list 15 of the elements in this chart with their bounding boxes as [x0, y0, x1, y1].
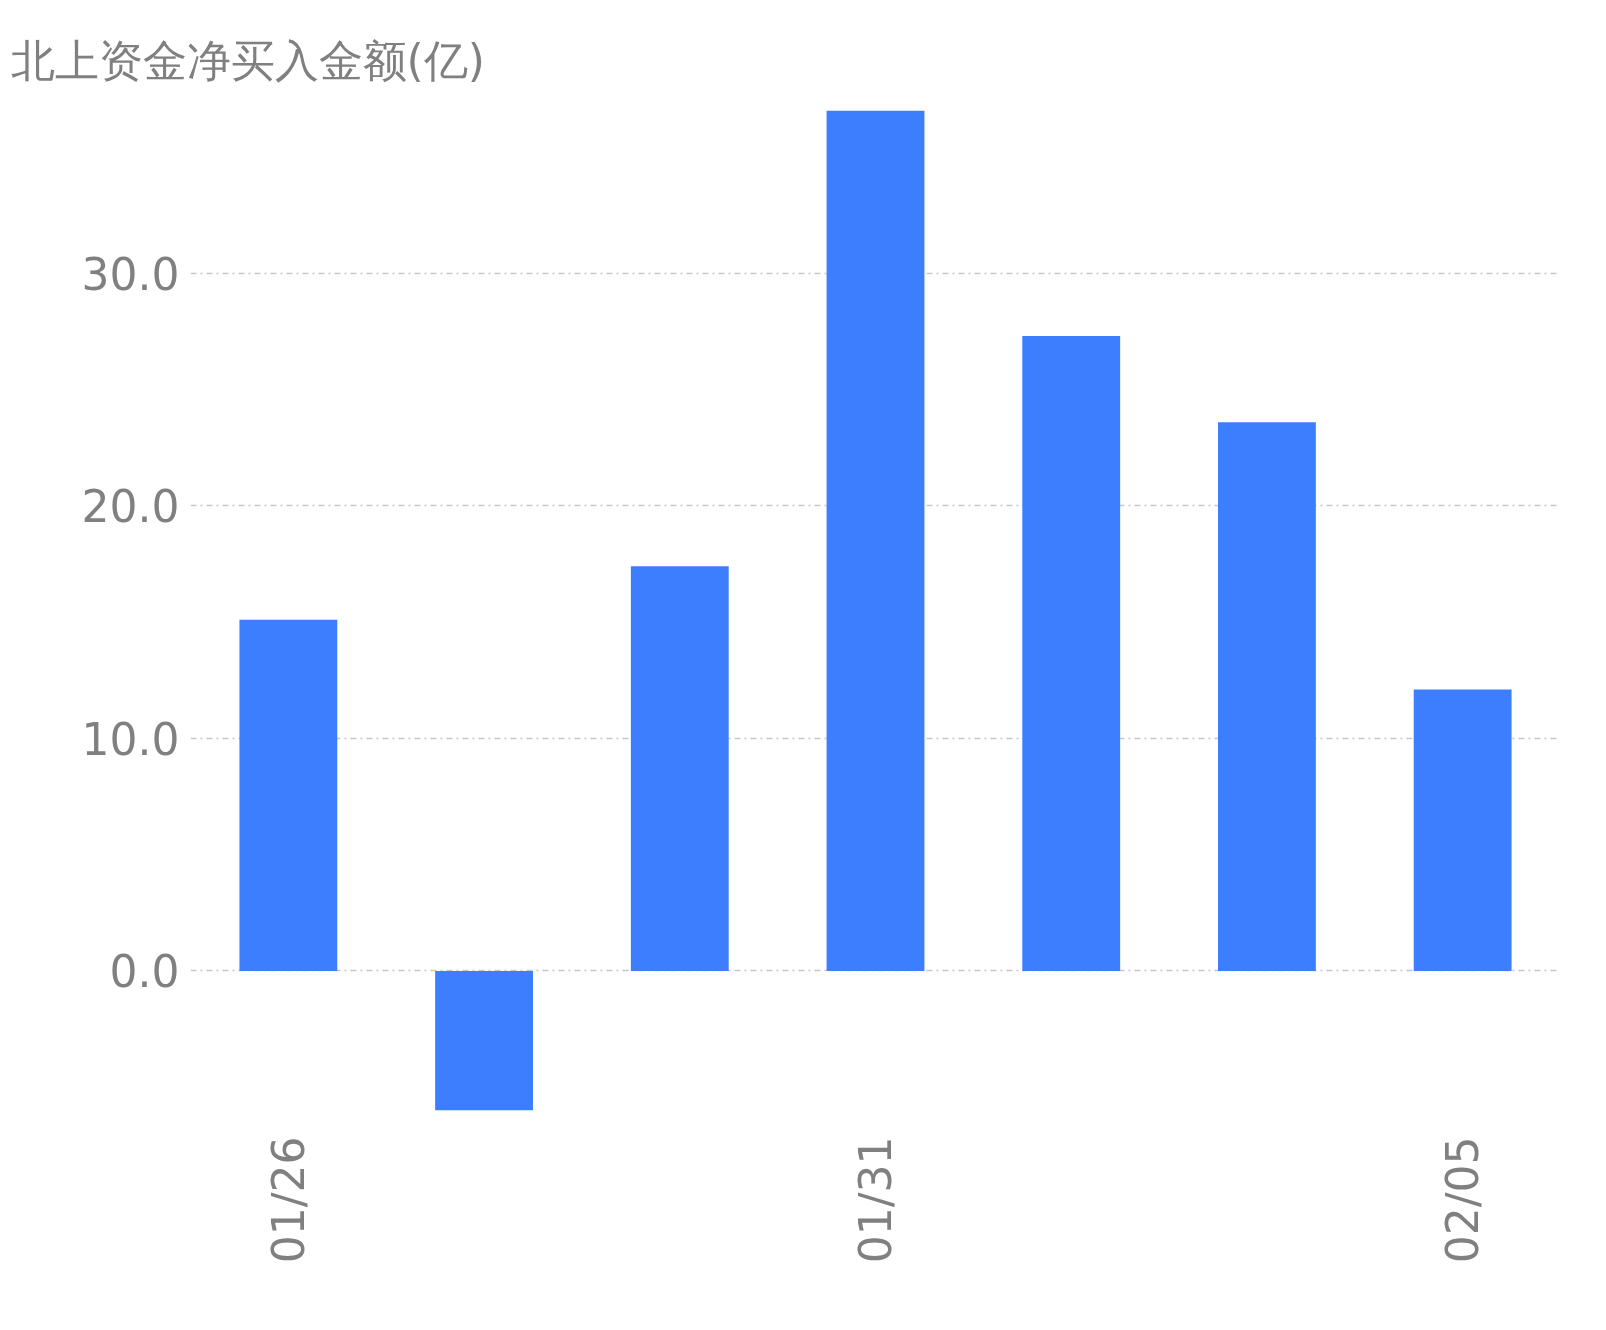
chart-title: 北上资金净买入金额(亿)	[10, 34, 485, 86]
bar	[630, 566, 729, 971]
bar	[435, 970, 533, 1111]
bar	[1022, 336, 1121, 971]
bar	[1413, 689, 1512, 971]
x-tick-label: 01/31	[850, 1136, 901, 1264]
bar	[826, 110, 925, 971]
bar	[1218, 422, 1316, 971]
bar	[239, 619, 338, 971]
y-tick-label: 20.0	[81, 481, 180, 533]
x-tick-label: 01/26	[262, 1136, 314, 1264]
y-tick-label: 10.0	[81, 713, 180, 765]
x-tick-label: 02/05	[1437, 1136, 1489, 1264]
y-tick-label: 30.0	[81, 248, 180, 300]
y-tick-label: 0.0	[109, 946, 180, 998]
